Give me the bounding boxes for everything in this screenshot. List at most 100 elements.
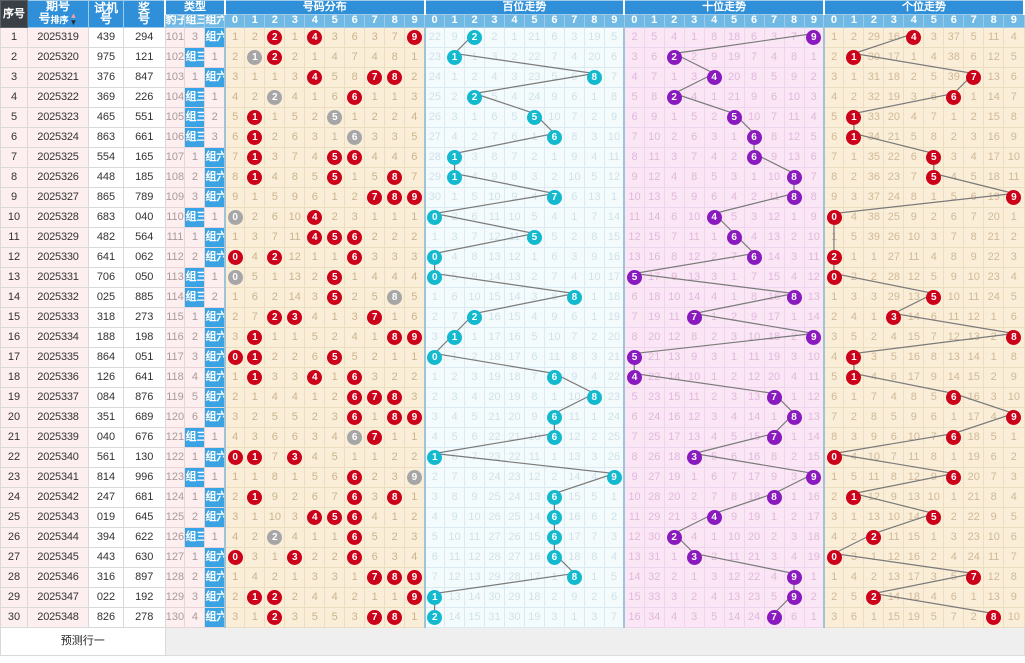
header-hundreds-digit-5[interactable]: 5 (523, 13, 545, 28)
header-hundreds-digit-9[interactable]: 9 (603, 13, 625, 28)
table-row[interactable]: 2520253430196451252组六3110345641249102625… (0, 507, 1025, 528)
sort-arrows-icon[interactable]: ▲ ▼ (69, 11, 78, 27)
header-tens-digit-5[interactable]: 5 (723, 13, 745, 28)
header-distribution-digit-5[interactable]: 5 (324, 13, 346, 28)
header-tens-digit-8[interactable]: 8 (783, 13, 805, 28)
header-tens-digit-7[interactable]: 7 (763, 13, 785, 28)
table-row[interactable]: 120253194392941013组六12214363792292212163… (0, 27, 1025, 48)
header-units-digit-0[interactable]: 0 (823, 13, 845, 28)
header-units-digit-8[interactable]: 8 (983, 13, 1005, 28)
table-row[interactable]: 2220253405611301221组六0173451122167232211… (0, 447, 1025, 468)
header-index[interactable]: 序号 (0, 0, 28, 28)
ball-hundreds-6: 6 (546, 510, 562, 525)
header-tens-digit-6[interactable]: 6 (743, 13, 765, 28)
table-row[interactable]: 920253278657891093组六91596127893015109476… (0, 187, 1025, 208)
row-type-baozi: 128 (164, 567, 186, 588)
table-row[interactable]: 142025332025885114组三21621435258516101514… (0, 287, 1025, 308)
prediction-row-label[interactable]: 预测行一 (0, 627, 166, 656)
cell-tens-4: 4 (703, 287, 725, 308)
header-distribution-digit-2[interactable]: 2 (264, 13, 286, 28)
table-row[interactable]: 2420253422476811241组六2192676381389252413… (0, 487, 1025, 508)
table-row[interactable]: 2020253383516891206组六3255236189345212096… (0, 407, 1025, 428)
prediction-row-blank (164, 627, 1025, 656)
header-tens-digit-3[interactable]: 3 (683, 13, 705, 28)
header-units-digit-5[interactable]: 5 (923, 13, 945, 28)
header-hundreds-digit-4[interactable]: 4 (503, 13, 525, 28)
header-distribution-digit-9[interactable]: 9 (404, 13, 426, 28)
table-row[interactable]: 232025341814996123组三11181566239278242312… (0, 467, 1025, 488)
table-row[interactable]: 2920253470221921293组六2122442119113143029… (0, 587, 1025, 608)
table-row[interactable]: 720253255541651071组六71374564462813872194… (0, 147, 1025, 168)
header-units-digit-4[interactable]: 4 (903, 13, 925, 28)
cell-distribution-7: 2 (364, 227, 386, 248)
table-row[interactable]: 1620253341881981162组六3111524189311171651… (0, 327, 1025, 348)
header-prize-number[interactable]: 奖 号 (123, 0, 166, 28)
table-row[interactable]: 42025322369226104组三142241661132522542496… (0, 87, 1025, 108)
table-row[interactable]: 52025323465551105组三251152512242631655107… (0, 107, 1025, 128)
table-row[interactable]: 2720253454436301271组六0313226634611122827… (0, 547, 1025, 568)
header-distribution-digit-6[interactable]: 6 (344, 13, 366, 28)
header-units-digit-3[interactable]: 3 (883, 13, 905, 28)
header-hundreds-digit-0[interactable]: 0 (424, 13, 446, 28)
header-distribution-digit-7[interactable]: 7 (364, 13, 386, 28)
table-row[interactable]: 132025331706050113组三10511325144405914132… (0, 267, 1025, 288)
header-units-digit-9[interactable]: 9 (1003, 13, 1025, 28)
header-hundreds-digit-3[interactable]: 3 (484, 13, 505, 28)
header-hundreds-digit-7[interactable]: 7 (563, 13, 585, 28)
table-row[interactable]: 320253213768471031组六31134587822412432356… (0, 67, 1025, 88)
cell-hundreds-6: 5 (543, 227, 565, 248)
cell-distribution-8: 8 (384, 327, 406, 348)
header-units-digit-1[interactable]: 1 (843, 13, 865, 28)
cell-tens-3: 12 (683, 407, 705, 428)
table-row[interactable]: 22025320975121102组三121221474812311322274… (0, 47, 1025, 68)
header-hundreds-digit-8[interactable]: 8 (583, 13, 605, 28)
table-row[interactable]: 1920253370848761195组六2144126783234201981… (0, 387, 1025, 408)
header-hundreds-digit-6[interactable]: 6 (543, 13, 565, 28)
cell-units-1: 5 (843, 587, 865, 608)
row-prize-number: 661 (123, 127, 166, 148)
header-issue[interactable]: 期号 号排序 ▲ ▼ (27, 0, 89, 28)
table-row[interactable]: 102025328683040110组三10261042311102611105… (0, 207, 1025, 228)
row-prize-number: 040 (123, 207, 166, 228)
header-distribution-digit-0[interactable]: 0 (224, 13, 246, 28)
cell-tens-1: 16 (643, 247, 665, 268)
table-row[interactable]: 62025324863661106组三361263163352742761683… (0, 127, 1025, 148)
table-row[interactable]: 2820253463168971282组六1421331789712132928… (0, 567, 1025, 588)
ball-hundreds-2: 2 (467, 30, 483, 45)
row-index: 5 (0, 107, 28, 128)
header-distribution-digit-1[interactable]: 1 (244, 13, 266, 28)
row-type-zusan: 2 (184, 567, 206, 588)
cell-units-4: 12 (903, 267, 925, 288)
table-row[interactable]: 212025339040676121组三14366346711456222110… (0, 427, 1025, 448)
header-tens-digit-9[interactable]: 9 (803, 13, 825, 28)
cell-hundreds-9: 5 (603, 27, 625, 48)
header-units-digit-2[interactable]: 2 (863, 13, 885, 28)
header-test-number[interactable]: 试机 号 (88, 0, 124, 28)
cell-distribution-3: 10 (284, 207, 306, 228)
cell-hundreds-3: 25 (484, 487, 505, 508)
cell-tens-2: 16 (663, 407, 685, 428)
row-type-zusan: 组三 (184, 427, 206, 448)
header-hundreds-digit-1[interactable]: 1 (444, 13, 466, 28)
table-row[interactable]: 820253264481851082组六81485515872914983210… (0, 167, 1025, 188)
table-row[interactable]: 3020253488262781304组六3123553781214153130… (0, 607, 1025, 628)
table-row[interactable]: 1120253294825641111组六1371145622213712115… (0, 227, 1025, 248)
header-tens-digit-4[interactable]: 4 (703, 13, 725, 28)
header-units-digit-6[interactable]: 6 (943, 13, 965, 28)
header-tens-digit-0[interactable]: 0 (623, 13, 645, 28)
header-tens-digit-2[interactable]: 2 (663, 13, 685, 28)
header-units-digit-7[interactable]: 7 (963, 13, 985, 28)
header-tens-digit-1[interactable]: 1 (643, 13, 665, 28)
cell-distribution-7: 4 (364, 267, 386, 288)
table-row[interactable]: 1220253306410621122组六0421211633304813121… (0, 247, 1025, 268)
header-distribution-digit-8[interactable]: 8 (384, 13, 406, 28)
table-row[interactable]: 1720253358640511173组六0122655211012181761… (0, 347, 1025, 368)
table-row[interactable]: 1820253361266411184组六1133416322123191876… (0, 367, 1025, 388)
table-row[interactable]: 1520253333182731151组六2723413716272161549… (0, 307, 1025, 328)
header-hundreds-digit-2[interactable]: 2 (464, 13, 485, 28)
header-distribution-digit-3[interactable]: 3 (284, 13, 306, 28)
table-row[interactable]: 262025344394622126组三14224116523510112726… (0, 527, 1025, 548)
cell-distribution-6: 6 (344, 487, 366, 508)
cell-units-3: 11 (883, 527, 905, 548)
header-distribution-digit-4[interactable]: 4 (304, 13, 326, 28)
